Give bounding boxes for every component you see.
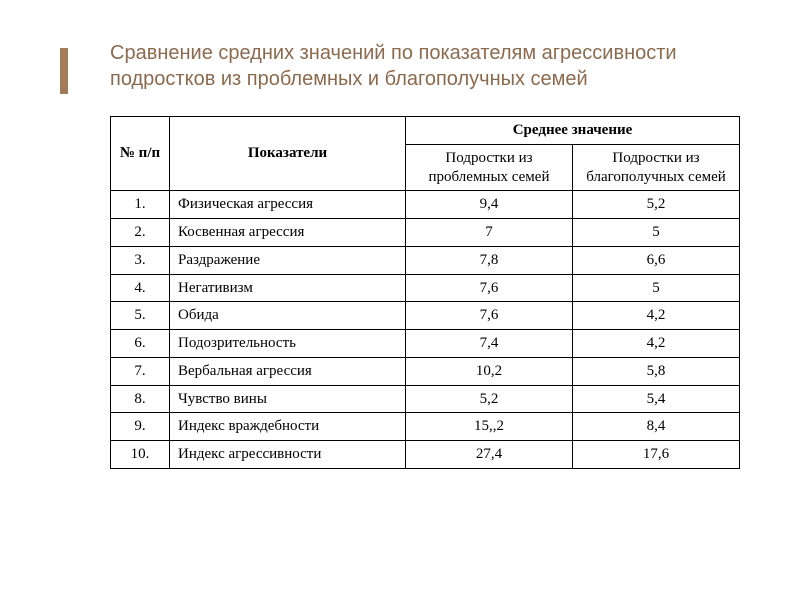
cell-num: 8. (111, 385, 170, 413)
table-row: 5. Обида 7,6 4,2 (111, 302, 740, 330)
cell-problem: 7,6 (406, 274, 573, 302)
cell-indicator: Индекс враждебности (170, 413, 406, 441)
cell-indicator: Физическая агрессия (170, 191, 406, 219)
cell-indicator: Косвенная агрессия (170, 219, 406, 247)
cell-problem: 7 (406, 219, 573, 247)
cell-prosper: 6,6 (573, 246, 740, 274)
cell-num: 3. (111, 246, 170, 274)
header-problem: Подростки из проблемных семей (406, 144, 573, 191)
cell-problem: 7,4 (406, 330, 573, 358)
header-mean-group: Среднее значение (406, 117, 740, 145)
table-row: 3. Раздражение 7,8 6,6 (111, 246, 740, 274)
cell-num: 1. (111, 191, 170, 219)
slide-title: Сравнение средних значений по показателя… (110, 40, 740, 92)
header-prosper: Подростки из благополучных семей (573, 144, 740, 191)
cell-num: 10. (111, 441, 170, 469)
cell-prosper: 5,8 (573, 357, 740, 385)
header-num: № п/п (111, 117, 170, 191)
cell-problem: 7,8 (406, 246, 573, 274)
cell-prosper: 5,2 (573, 191, 740, 219)
cell-problem: 27,4 (406, 441, 573, 469)
slide: Сравнение средних значений по показателя… (0, 0, 800, 600)
cell-prosper: 8,4 (573, 413, 740, 441)
table-row: 4. Негативизм 7,6 5 (111, 274, 740, 302)
table-row: 10. Индекс агрессивности 27,4 17,6 (111, 441, 740, 469)
cell-indicator: Вербальная агрессия (170, 357, 406, 385)
cell-indicator: Раздражение (170, 246, 406, 274)
cell-prosper: 4,2 (573, 302, 740, 330)
table-row: 9. Индекс враждебности 15,,2 8,4 (111, 413, 740, 441)
table-row: 7. Вербальная агрессия 10,2 5,8 (111, 357, 740, 385)
cell-problem: 10,2 (406, 357, 573, 385)
title-accent-bar (60, 48, 68, 94)
cell-prosper: 5,4 (573, 385, 740, 413)
table-body: 1. Физическая агрессия 9,4 5,2 2. Косвен… (111, 191, 740, 469)
cell-prosper: 5 (573, 274, 740, 302)
table-row: 6. Подозрительность 7,4 4,2 (111, 330, 740, 358)
cell-num: 6. (111, 330, 170, 358)
cell-problem: 9,4 (406, 191, 573, 219)
cell-prosper: 5 (573, 219, 740, 247)
cell-num: 5. (111, 302, 170, 330)
cell-indicator: Обида (170, 302, 406, 330)
cell-num: 7. (111, 357, 170, 385)
table-row: 8. Чувство вины 5,2 5,4 (111, 385, 740, 413)
cell-problem: 5,2 (406, 385, 573, 413)
cell-num: 4. (111, 274, 170, 302)
cell-prosper: 17,6 (573, 441, 740, 469)
cell-num: 9. (111, 413, 170, 441)
table-header-row-1: № п/п Показатели Среднее значение (111, 117, 740, 145)
cell-prosper: 4,2 (573, 330, 740, 358)
aggression-table: № п/п Показатели Среднее значение Подрос… (110, 116, 740, 469)
cell-num: 2. (111, 219, 170, 247)
cell-problem: 15,,2 (406, 413, 573, 441)
cell-indicator: Чувство вины (170, 385, 406, 413)
table-row: 2. Косвенная агрессия 7 5 (111, 219, 740, 247)
cell-problem: 7,6 (406, 302, 573, 330)
table-row: 1. Физическая агрессия 9,4 5,2 (111, 191, 740, 219)
cell-indicator: Индекс агрессивности (170, 441, 406, 469)
cell-indicator: Негативизм (170, 274, 406, 302)
cell-indicator: Подозрительность (170, 330, 406, 358)
header-indicator: Показатели (170, 117, 406, 191)
